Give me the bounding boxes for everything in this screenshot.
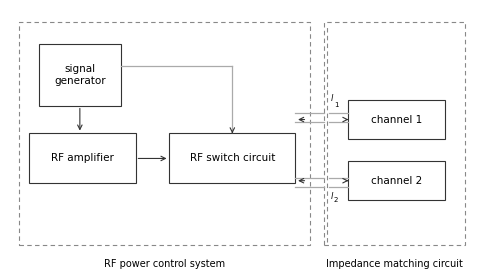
Text: Impedance matching circuit: Impedance matching circuit	[326, 259, 463, 269]
Text: RF power control system: RF power control system	[104, 259, 225, 269]
Bar	[19, 22, 310, 245]
Bar	[39, 44, 121, 106]
Bar	[29, 133, 136, 183]
Text: channel 2: channel 2	[371, 176, 423, 186]
Text: channel 1: channel 1	[371, 115, 423, 125]
Text: l: l	[331, 192, 333, 201]
Bar	[324, 22, 465, 245]
Text: RF switch circuit: RF switch circuit	[190, 153, 275, 163]
Bar	[348, 100, 445, 139]
Text: 1: 1	[334, 102, 338, 108]
Text: signal
generator: signal generator	[54, 64, 106, 86]
Bar	[348, 161, 445, 200]
Bar	[169, 133, 295, 183]
Text: 2: 2	[334, 197, 338, 203]
Text: RF amplifier: RF amplifier	[51, 153, 114, 163]
Text: l: l	[331, 94, 333, 103]
